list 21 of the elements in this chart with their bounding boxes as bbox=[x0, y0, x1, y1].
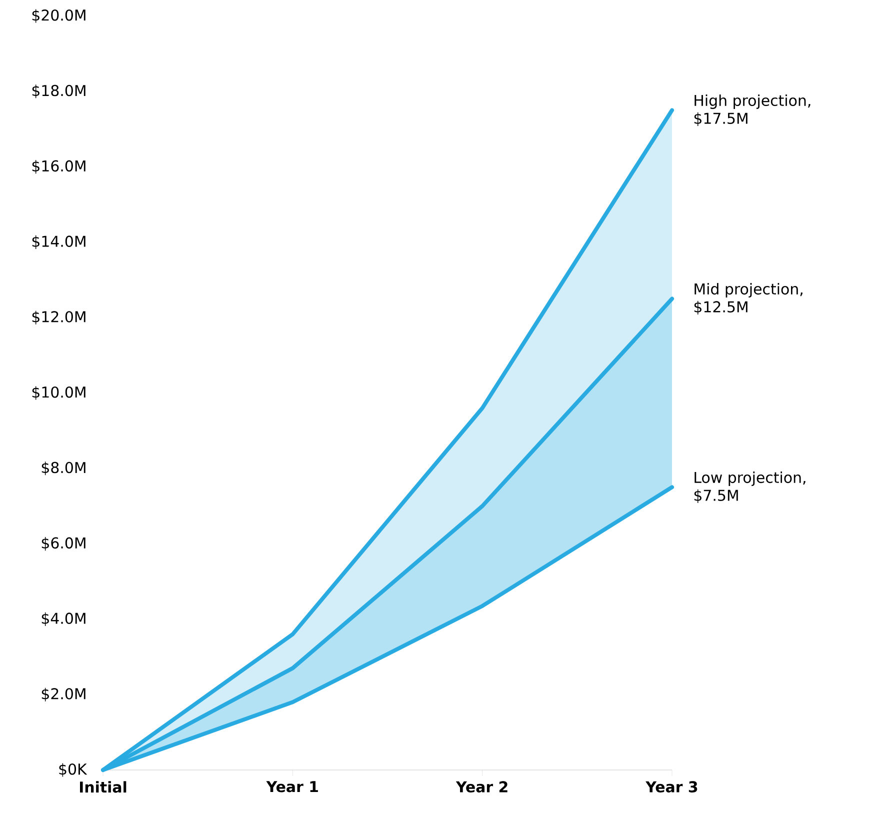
y-tick-label: $4.0M bbox=[42, 612, 86, 626]
y-tick-label: $2.0M bbox=[42, 688, 86, 702]
data-label: $7.5M bbox=[694, 489, 738, 503]
series-label: Low projection, bbox=[694, 472, 806, 486]
y-tick-label: $12.0M bbox=[32, 310, 86, 324]
x-tick-label: Year 3 bbox=[646, 781, 698, 792]
y-tick-label: $8.0M bbox=[42, 462, 86, 476]
x-tick-label: Year 2 bbox=[456, 781, 508, 792]
x-tick-label: Initial bbox=[80, 781, 126, 793]
data-label: $12.5M bbox=[694, 300, 748, 314]
y-tick-label: $0K bbox=[59, 763, 88, 777]
series-label: High projection, bbox=[694, 94, 810, 109]
y-tick-label: $20.0M bbox=[32, 9, 86, 23]
y-tick-label: $18.0M bbox=[32, 84, 86, 98]
data-label: $17.5M bbox=[694, 112, 748, 126]
y-tick-label: $6.0M bbox=[42, 537, 86, 551]
y-tick-label: $16.0M bbox=[32, 160, 86, 174]
y-tick-label: $10.0M bbox=[32, 386, 86, 400]
y-tick-label: $14.0M bbox=[32, 235, 86, 249]
series-label: Mid projection, bbox=[694, 283, 802, 298]
x-tick-label: Year 1 bbox=[266, 781, 318, 792]
